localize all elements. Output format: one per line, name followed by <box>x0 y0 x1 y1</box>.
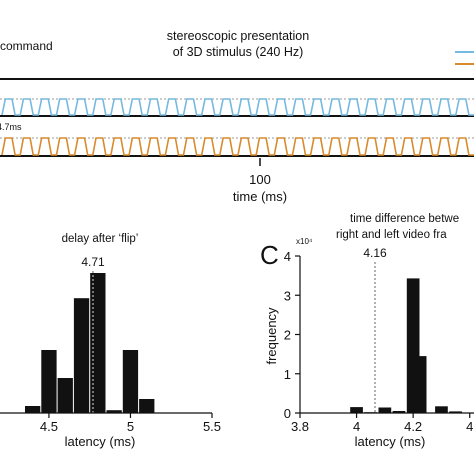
panel-c-y-tick-label: 4 <box>284 249 291 264</box>
panel-c-bar <box>449 411 462 413</box>
panel-c-annotation: 4.16 <box>363 246 387 260</box>
command-label: command <box>0 39 53 53</box>
panel-c-y-tick-label: 2 <box>284 328 291 343</box>
panel-c-x-tick-label: 4 <box>353 419 360 434</box>
stimulus-label-line1: stereoscopic presentation <box>167 29 309 43</box>
panel-c-bar <box>378 407 392 413</box>
small-delay-label: 4.7ms <box>0 122 22 132</box>
time-axis-tick-label: 100 <box>249 172 271 187</box>
panel-c-y-tick-label: 0 <box>284 406 291 421</box>
panel-b-bar <box>41 350 57 413</box>
panel-b-ticks: 4.5 5 5.5 <box>40 413 221 434</box>
orange-pulse-trace <box>1 137 474 156</box>
panel-b-bars <box>25 273 155 413</box>
cyan-pulse-trace <box>1 98 474 116</box>
panel-b-x-tick-label: 5 <box>127 419 134 434</box>
panel-c-x-ticks: 3.8 4 4.2 4 <box>291 413 473 434</box>
panel-b: delay after ‘flip’ 4.71 4.5 5 5.5 latency … <box>0 233 221 449</box>
panel-b-title: delay after ‘flip’ <box>62 233 139 245</box>
panel-c-y-tick-label: 3 <box>284 288 291 303</box>
stimulus-label-line2: of 3D stimulus (240 Hz) <box>173 45 304 59</box>
panel-c-y-tick-label: 1 <box>284 367 291 382</box>
panel-c-x-tick-label: 3.8 <box>291 419 309 434</box>
panel-c-x-tick-label: 4 <box>466 419 473 434</box>
time-axis-label: time (ms) <box>233 189 287 204</box>
panel-b-bar <box>90 273 106 413</box>
panel-c-bar <box>435 406 448 413</box>
panel-c-x-tick-label: 4.2 <box>404 419 422 434</box>
panel-b-x-tick-label: 4.5 <box>40 419 58 434</box>
panel-c-y-axis-label: frequency <box>264 307 279 365</box>
panel-b-bar <box>106 410 122 413</box>
panel-b-bar <box>57 378 73 413</box>
panel-b-bar <box>122 350 139 413</box>
panel-c-bar <box>350 407 363 413</box>
panel-c-title-line1: time difference betwe <box>350 213 459 225</box>
panel-a: command stereoscopic presentation of 3D … <box>0 29 474 204</box>
panel-b-bar <box>139 399 155 413</box>
panel-c-bars <box>336 278 462 413</box>
panel-b-x-axis-label: latency (ms) <box>65 434 136 449</box>
panel-b-annotation: 4.71 <box>81 255 105 269</box>
panel-c-bar <box>413 356 427 413</box>
panel-c-y-ticks: 0 1 2 3 4 <box>284 249 300 421</box>
panel-c-bar <box>392 411 406 413</box>
panel-c-y-exponent: x10⁴ <box>296 237 313 246</box>
panel-b-bar <box>25 406 41 413</box>
panel-c-title-line2: right and left video fra <box>336 229 447 241</box>
panel-c-x-axis-label: latency (ms) <box>355 434 426 449</box>
panel-c-letter: C <box>260 240 279 270</box>
panel-b-x-tick-label: 5.5 <box>203 419 221 434</box>
panel-b-bar <box>73 298 90 413</box>
panel-c: C time difference betwe right and left v… <box>260 213 474 449</box>
